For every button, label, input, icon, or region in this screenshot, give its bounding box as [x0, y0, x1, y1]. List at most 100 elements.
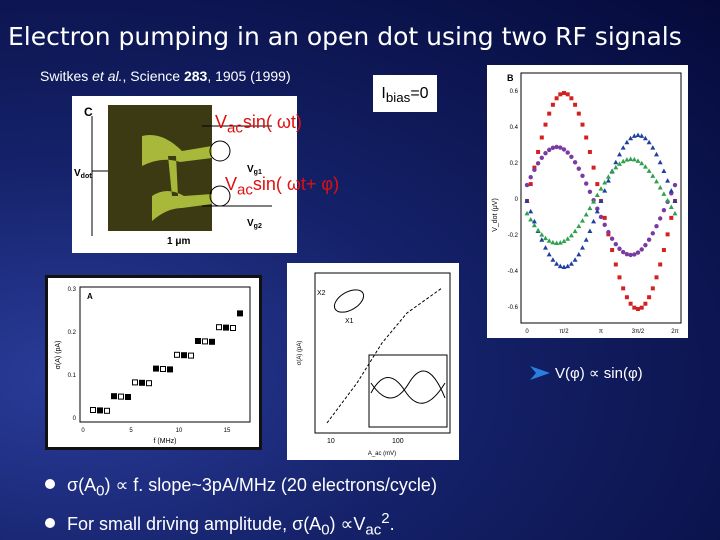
marker [528, 208, 534, 214]
marker [569, 154, 574, 160]
marker [111, 393, 117, 400]
sin: sin( ωt) [242, 112, 302, 132]
marker [635, 250, 641, 255]
marker [174, 351, 180, 358]
vg1: V [247, 164, 254, 175]
marker [565, 92, 570, 97]
marker [617, 161, 622, 166]
marker [557, 240, 563, 245]
text: For small driving amplitude, σ(A [67, 514, 322, 534]
marker [550, 102, 555, 107]
marker [605, 174, 611, 179]
marker [539, 237, 545, 242]
marker [587, 189, 593, 194]
eq: =0 [410, 85, 429, 102]
chi1-label: X1 [345, 318, 354, 325]
marker [572, 160, 578, 165]
marker [665, 178, 671, 183]
panel-label: B [507, 73, 514, 83]
inset-ellipse [333, 289, 365, 313]
vg2-label: Vg2 [247, 218, 262, 230]
marker [631, 133, 637, 138]
v: V [225, 174, 238, 194]
marker [650, 173, 656, 178]
x-tick-label: 3π/2 [632, 329, 645, 335]
signal-2: Vacsin( ωt+ φ) [225, 174, 339, 199]
vg2: V [247, 218, 254, 229]
marker [237, 310, 243, 317]
marker [153, 365, 159, 372]
authors: Switkes [40, 68, 93, 84]
y-tick-label: 0.6 [510, 89, 519, 95]
marker [209, 338, 215, 345]
marker [658, 216, 663, 221]
marker [554, 261, 560, 266]
marker [594, 192, 600, 198]
x-tick-label: 10 [327, 438, 335, 445]
marker [562, 91, 566, 95]
gates [142, 135, 212, 221]
y-tick-label: 0.3 [68, 287, 77, 293]
marker [621, 286, 626, 291]
bullet-1: σ(A0) ∝ f. slope~3pA/MHz (20 electrons/c… [45, 475, 437, 500]
bullet-2: For small driving amplitude, σ(A0) ∝Vac2… [45, 510, 395, 539]
marker [635, 158, 641, 163]
marker [643, 242, 648, 248]
x-tick-label: π/2 [559, 329, 569, 335]
marker [195, 338, 201, 344]
marker [605, 178, 611, 183]
marker [613, 262, 618, 267]
sub: 0 [321, 521, 330, 539]
marker [613, 159, 619, 165]
marker [665, 197, 671, 203]
text: σ(A [67, 475, 97, 495]
marker [576, 251, 582, 257]
x-tick-label: 10 [176, 428, 183, 434]
marker [535, 227, 541, 233]
marker [547, 111, 552, 116]
marker [595, 182, 600, 187]
marker [558, 92, 563, 97]
marker [528, 174, 533, 180]
marker [580, 122, 585, 127]
marker [636, 307, 640, 311]
marker [561, 264, 567, 269]
marker [536, 149, 541, 154]
fit-line [326, 287, 443, 424]
marker [657, 184, 663, 190]
marker [576, 223, 582, 229]
marker [580, 218, 585, 223]
sub: ac [365, 521, 382, 539]
marker [583, 237, 589, 242]
slide-title: Electron pumping in an open dot using tw… [8, 22, 682, 51]
sub: 0 [96, 482, 105, 500]
marker [546, 251, 552, 257]
marker [568, 261, 574, 266]
marker [628, 301, 633, 306]
chi2-label: X2 [317, 290, 326, 297]
marker [528, 217, 534, 222]
marker [668, 204, 674, 209]
marker [642, 164, 648, 169]
marker [160, 366, 166, 372]
marker [573, 102, 578, 107]
marker [230, 325, 236, 331]
arrow [530, 366, 550, 380]
marker [613, 242, 618, 247]
marker [613, 164, 619, 170]
marker [554, 240, 560, 245]
marker [639, 160, 645, 166]
marker [167, 366, 173, 373]
y-axis-label: V_dot (μV) [492, 198, 499, 232]
marker [642, 135, 648, 141]
marker [602, 215, 607, 220]
marker [632, 252, 637, 257]
marker [598, 186, 604, 191]
marker [216, 324, 222, 331]
marker [650, 145, 656, 150]
marker [531, 222, 537, 228]
marker [572, 228, 578, 234]
inset-curves [370, 370, 446, 404]
y-tick-label: 0.2 [510, 161, 519, 167]
marker [620, 145, 626, 150]
